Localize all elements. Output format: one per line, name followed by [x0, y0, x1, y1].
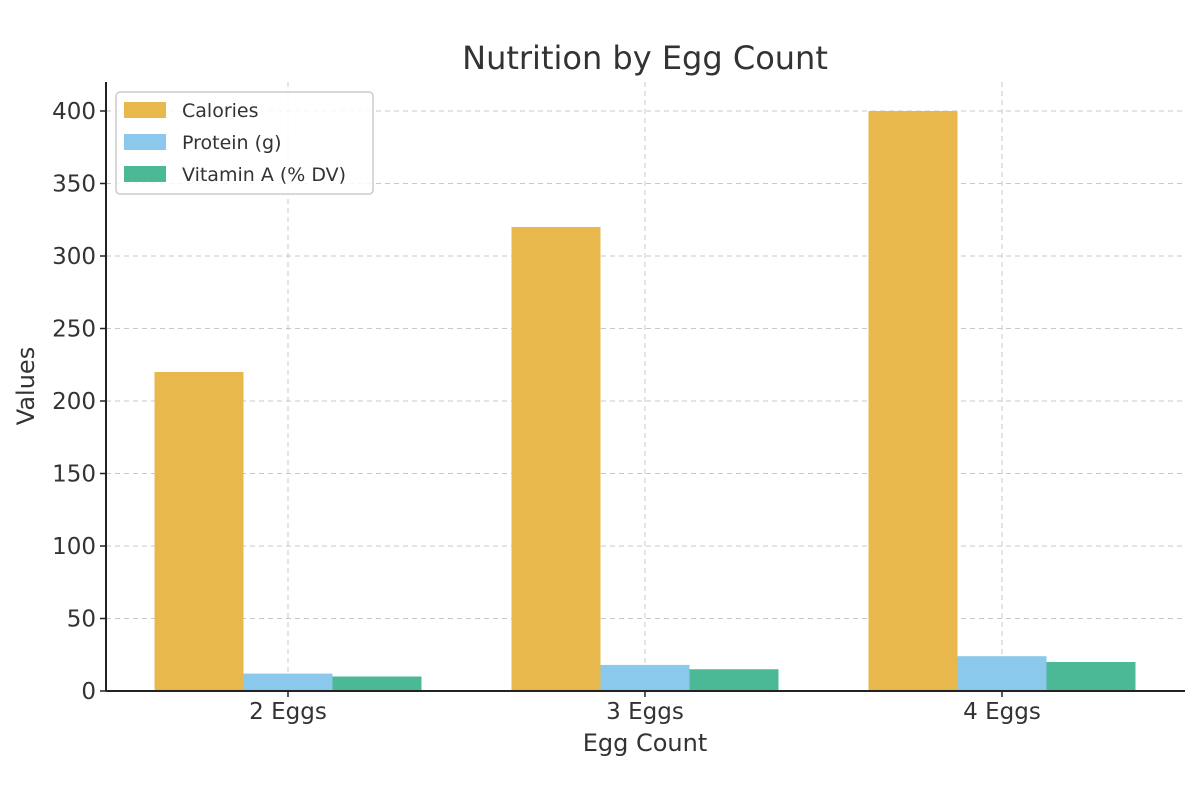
x-tick-label: 2 Eggs	[249, 699, 327, 725]
legend: Calories Protein (g) Vitamin A (% DV)	[115, 91, 374, 195]
y-tick-label: 50	[67, 607, 96, 633]
y-tick-label: 400	[52, 99, 96, 125]
legend-label: Protein (g)	[182, 132, 282, 154]
bar-vitamin-a-dv-2-eggs	[332, 676, 422, 691]
legend-swatch	[124, 134, 166, 150]
bar-calories-2-eggs	[154, 372, 244, 691]
y-tick-label: 0	[81, 679, 96, 705]
legend-label: Vitamin A (% DV)	[182, 164, 346, 186]
legend-swatch	[124, 166, 166, 182]
y-axis-label: Values	[12, 347, 40, 425]
bar-calories-4-eggs	[868, 111, 958, 691]
legend-items: Calories Protein (g) Vitamin A (% DV)	[124, 100, 346, 186]
x-tick-label: 3 Eggs	[606, 699, 684, 725]
x-tick-label: 4 Eggs	[963, 699, 1041, 725]
y-tick-label: 100	[52, 534, 96, 560]
y-tick-label: 300	[52, 244, 96, 270]
y-tick-labels: 0 50 100 150 200 250 300 350 400	[52, 99, 106, 705]
bar-vitamin-a-dv-4-eggs	[1046, 662, 1136, 691]
y-tick-label: 250	[52, 317, 96, 343]
x-tick-labels: 2 Eggs 3 Eggs 4 Eggs	[249, 691, 1041, 725]
y-tick-label: 350	[52, 172, 96, 198]
legend-swatch	[124, 102, 166, 118]
x-axis-label: Egg Count	[583, 729, 708, 757]
y-tick-label: 150	[52, 462, 96, 488]
bar-protein-g-3-eggs	[600, 664, 690, 691]
bar-calories-3-eggs	[511, 227, 601, 691]
bar-protein-g-4-eggs	[957, 656, 1047, 691]
bar-vitamin-a-dv-3-eggs	[689, 669, 779, 691]
legend-label: Calories	[182, 100, 259, 122]
legend-box	[115, 91, 374, 195]
chart-title: Nutrition by Egg Count	[462, 39, 828, 77]
bars-group	[154, 111, 1136, 691]
bar-protein-g-2-eggs	[243, 673, 333, 691]
y-tick-label: 200	[52, 389, 96, 415]
